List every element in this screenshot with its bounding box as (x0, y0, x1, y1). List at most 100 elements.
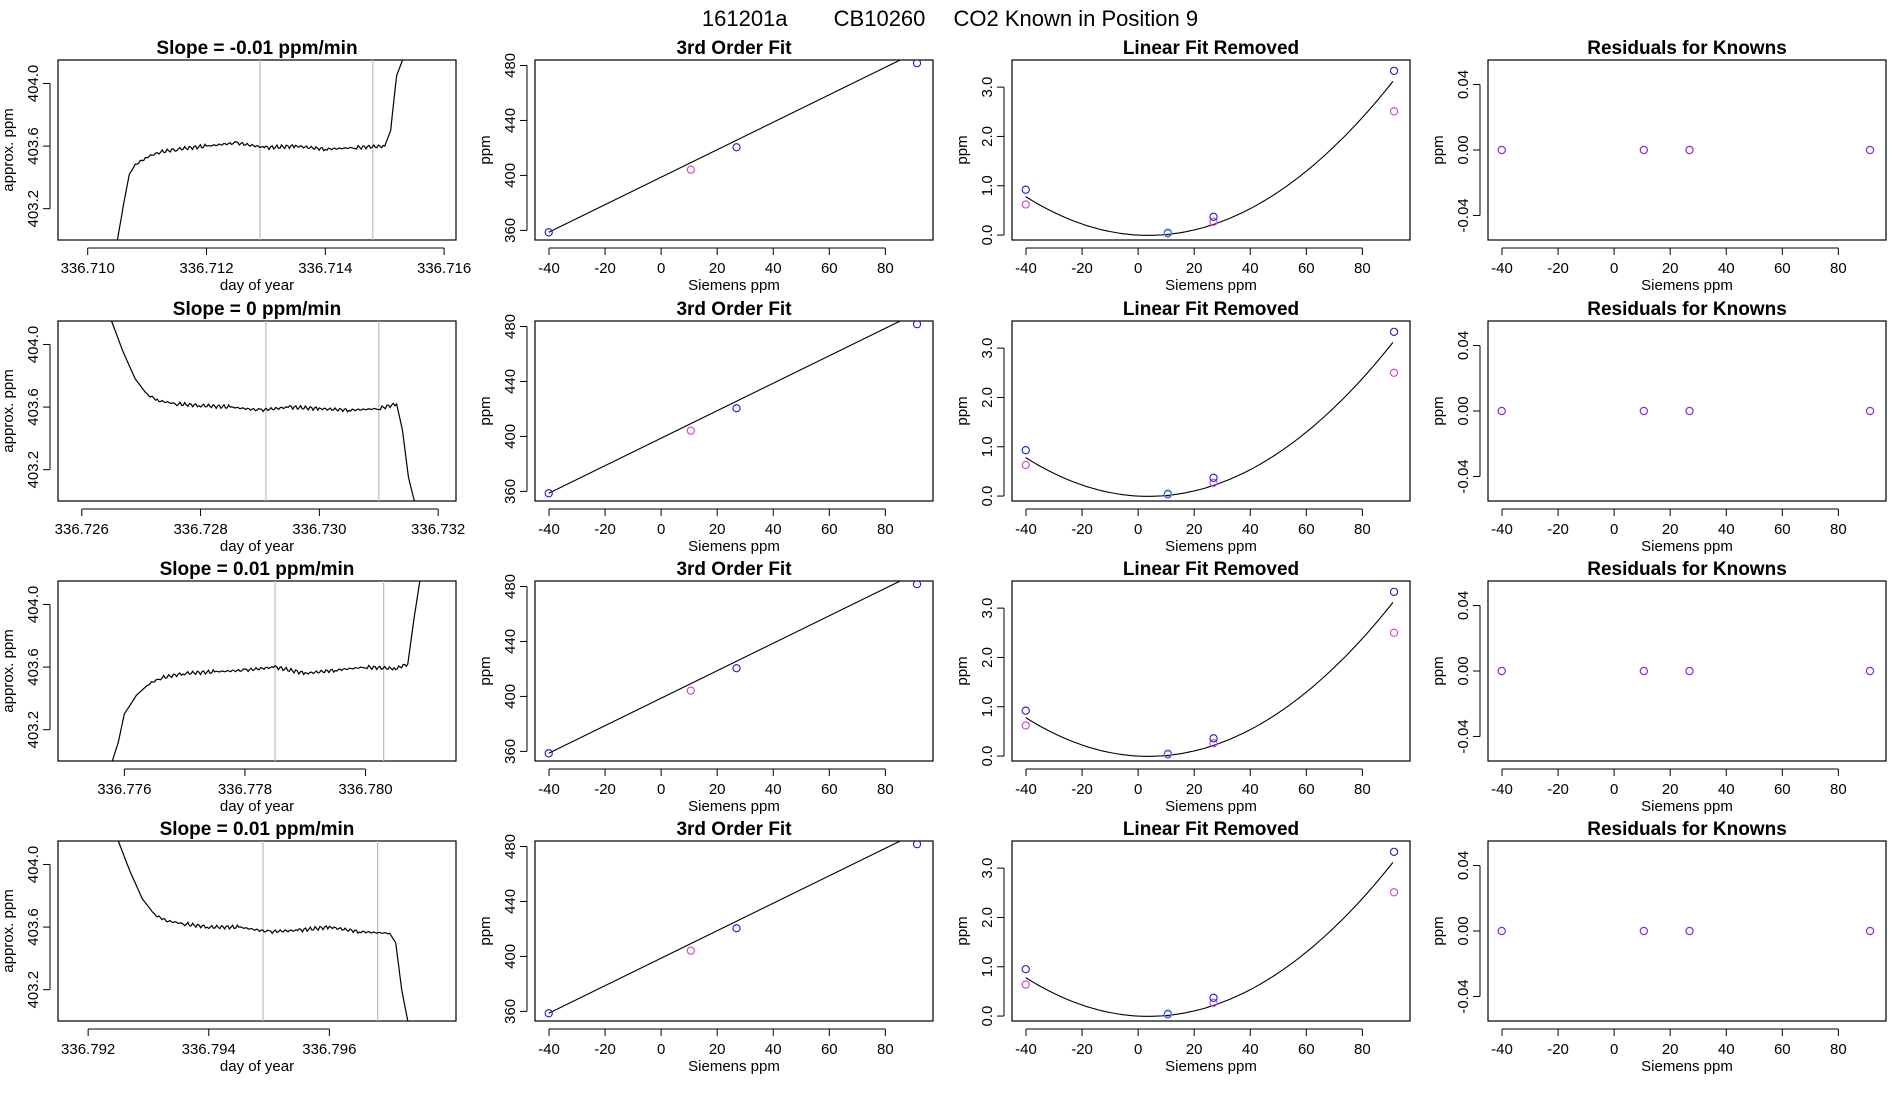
residual-point (1639, 926, 1649, 936)
x-tick-label: -40 (538, 781, 560, 798)
y-axis-label: ppm (954, 396, 971, 425)
panel-title: Slope = 0 ppm/min (173, 299, 341, 320)
x-tick-label: 80 (1830, 260, 1847, 277)
x-axis-label: day of year (220, 798, 294, 815)
x-tick-label: 0 (657, 521, 665, 538)
plot-frame (57, 320, 457, 502)
x-tick-label: -20 (594, 260, 616, 277)
x-tick-label: -20 (1547, 260, 1569, 277)
panel-title: Linear Fit Removed (1123, 559, 1299, 580)
linear-removed-point (1163, 228, 1172, 237)
quadratic-curve (1025, 342, 1394, 497)
quadratic-curve (1025, 81, 1394, 236)
x-axis-label: Siemens ppm (688, 538, 780, 555)
y-tick-label: 3.0 (979, 858, 996, 879)
panel-r1-resid: Residuals for Knowns -40 -20 0 20 40 60 80 Sieme… (1430, 38, 1887, 294)
plot-area (1021, 587, 1399, 759)
x-tick-label: 20 (709, 260, 726, 277)
x-axis-label: day of year (220, 1058, 294, 1075)
plot-frame (534, 840, 934, 1022)
y-tick-label: 0.0 (979, 746, 996, 767)
x-tick-label: 60 (1774, 781, 1791, 798)
x-tick-label: 336.776 (97, 781, 151, 798)
linear-removed-point (1163, 489, 1172, 498)
fit-point (544, 1009, 553, 1018)
y-tick-label: 0.04 (1455, 331, 1472, 360)
plot-area (1021, 327, 1399, 499)
y-tick-label: 403.6 (25, 908, 42, 946)
fit-point (912, 581, 922, 589)
y-tick-label: 480 (502, 574, 519, 599)
fit-point (686, 426, 695, 435)
x-tick-label: 20 (1186, 521, 1203, 538)
residual-point (1865, 406, 1875, 416)
x-tick-label: 336.710 (61, 260, 115, 277)
linear-removed-point (1163, 1009, 1172, 1018)
y-tick-label: 480 (502, 53, 519, 78)
residual-point (1497, 926, 1506, 936)
linear-removed-point-alt (1389, 368, 1399, 377)
y-tick-label: -0.04 (1455, 979, 1472, 1013)
fit-point (732, 924, 741, 933)
plot-frame (1011, 580, 1411, 762)
plot-frame (534, 59, 934, 241)
x-tick-label: 20 (1662, 1041, 1679, 1058)
x-tick-label: 20 (1186, 260, 1203, 277)
y-tick-label: 360 (502, 739, 519, 764)
residual-point (1865, 145, 1875, 155)
y-tick-label: 404.0 (25, 586, 42, 624)
linear-removed-point (1021, 706, 1030, 715)
x-tick-label: 0 (1134, 781, 1142, 798)
panel-title: Slope = 0.01 ppm/min (160, 559, 355, 580)
y-tick-label: 0.0 (979, 1006, 996, 1027)
y-tick-label: 3.0 (979, 598, 996, 619)
x-tick-label: -20 (594, 781, 616, 798)
x-tick-label: 0 (1134, 260, 1142, 277)
x-tick-label: 40 (1242, 260, 1259, 277)
plot-area (110, 321, 415, 501)
y-tick-label: 403.2 (25, 711, 42, 749)
linear-removed-point-alt (1021, 200, 1030, 209)
x-tick-label: 80 (1354, 781, 1371, 798)
x-tick-label: 20 (1662, 260, 1679, 277)
fit-point (686, 165, 695, 174)
x-tick-label: 80 (1354, 1041, 1371, 1058)
panel-r1-linear: Linear Fit Removed -40 -20 0 20 40 60 80 Siemens… (954, 38, 1411, 294)
panel-title: Linear Fit Removed (1123, 299, 1299, 320)
plot-area (1497, 145, 1875, 155)
y-tick-label: 2.0 (979, 126, 996, 147)
fit-line (548, 321, 902, 494)
panel-grid: Slope = -0.01 ppm/min 336.710 336.712 336.7… (0, 38, 1887, 1075)
plot-frame (1487, 840, 1887, 1022)
x-tick-label: 336.732 (411, 521, 465, 538)
x-tick-label: 60 (1774, 521, 1791, 538)
panel-r4-fit: 3rd Order Fit -40 -20 0 20 40 60 80 Siemens ppm 3… (477, 819, 934, 1075)
x-tick-label: -40 (538, 521, 560, 538)
x-tick-label: 40 (765, 260, 782, 277)
y-axis-label: ppm (477, 135, 494, 164)
x-tick-label: 20 (1662, 781, 1679, 798)
x-tick-label: 80 (1354, 521, 1371, 538)
x-tick-label: 60 (821, 781, 838, 798)
y-tick-label: 440 (502, 108, 519, 133)
y-tick-label: 440 (502, 369, 519, 394)
plot-area (1497, 406, 1875, 416)
x-tick-label: 336.792 (61, 1041, 115, 1058)
x-tick-label: 60 (821, 1041, 838, 1058)
x-tick-label: 336.794 (182, 1041, 236, 1058)
fit-point (544, 489, 553, 498)
linear-removed-point-alt (1389, 628, 1399, 637)
y-axis-label: ppm (477, 396, 494, 425)
y-tick-label: 0.0 (979, 486, 996, 507)
x-axis-label: Siemens ppm (1641, 277, 1733, 294)
y-axis-label: ppm (477, 916, 494, 945)
y-tick-label: 480 (502, 314, 519, 339)
x-tick-label: -40 (1015, 521, 1037, 538)
x-tick-label: 336.780 (338, 781, 392, 798)
x-axis-label: Siemens ppm (1165, 538, 1257, 555)
x-tick-label: 336.778 (218, 781, 272, 798)
x-tick-label: 40 (1718, 260, 1735, 277)
y-axis-label: approx. ppm (0, 889, 17, 972)
y-axis-label: ppm (1430, 396, 1447, 425)
